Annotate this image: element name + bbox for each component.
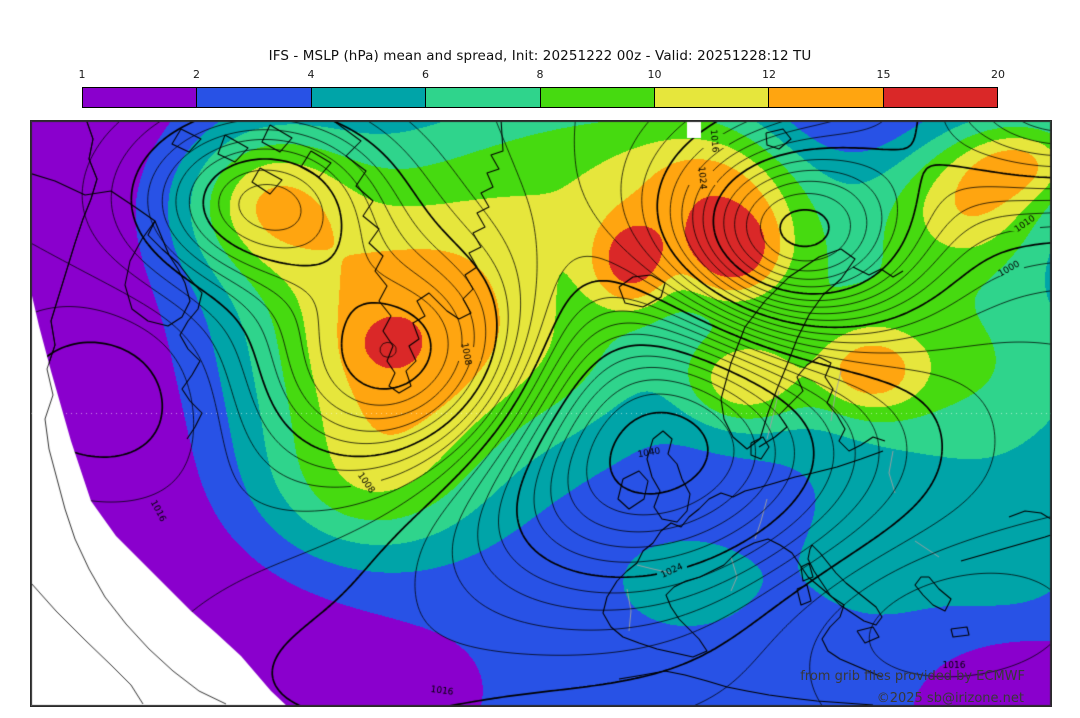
colorbar-segment [426,88,541,107]
colorbar-tick: 1 [78,68,86,81]
colorbar-tick-labels: 1 2 4 6 8 10 12 15 20 [0,68,1080,82]
colorbar-segment [311,88,427,107]
attribution-copyright: ©2025 sb@irizone.net [876,691,1024,706]
colorbar-tick: 2 [193,68,200,81]
colorbar-tick: 10 [647,68,662,81]
colorbar-segment [197,88,312,107]
colorbar-segment [83,88,198,107]
attribution-source: from grib files provided by ECMWF [800,669,1025,684]
colorbar-segment [654,88,770,107]
colorbar-segment [540,88,655,107]
chart-title: IFS - MSLP (hPa) mean and spread, Init: … [268,48,812,64]
colorbar-tick: 4 [307,68,315,81]
colorbar-segment [769,88,884,107]
weather-map-canvas [31,121,1051,706]
colorbar-tick: 12 [762,68,776,81]
colorbar-tick: 15 [876,68,891,81]
colorbar-tick: 20 [991,68,1005,81]
spread-colorbar [82,87,998,108]
map-area: from grib files provided by ECMWF ©2025 … [30,120,1052,707]
colorbar-segment [883,88,997,107]
colorbar-tick: 6 [422,68,429,81]
colorbar-tick: 8 [536,68,544,81]
